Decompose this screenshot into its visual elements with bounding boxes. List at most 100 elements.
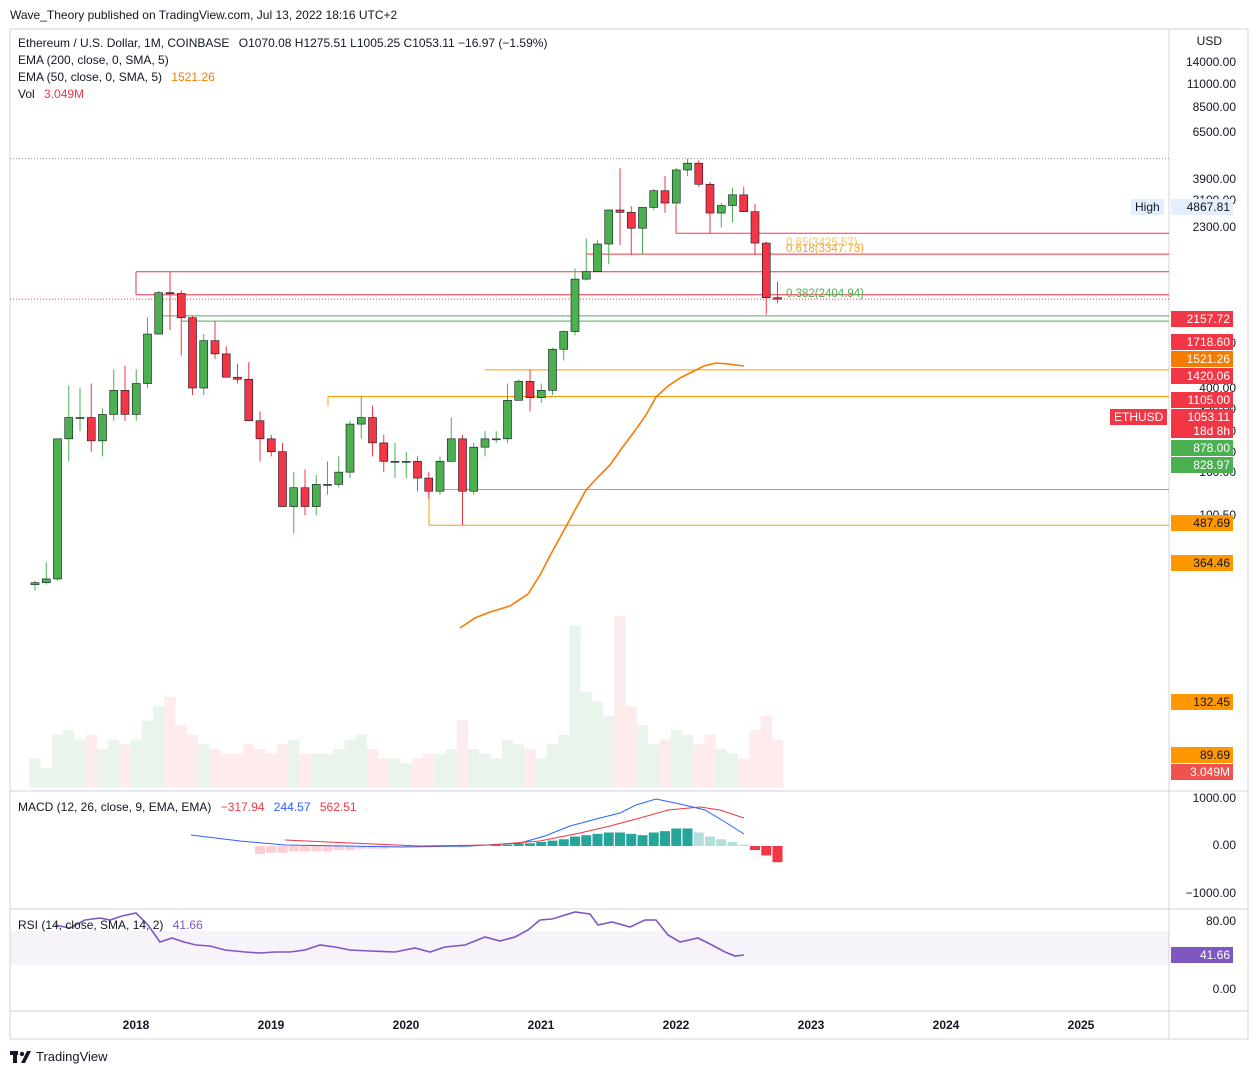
candle xyxy=(221,346,231,378)
macd-histogram-bar xyxy=(727,841,738,846)
candle xyxy=(131,369,141,421)
candle-body xyxy=(98,414,107,442)
volume-bar xyxy=(63,730,75,787)
volume-bar xyxy=(726,753,739,787)
macd-histogram-bar xyxy=(615,832,625,846)
volume-bar xyxy=(771,739,784,787)
candle-body xyxy=(221,353,231,378)
candle-body xyxy=(379,442,389,462)
volume-bar xyxy=(119,744,131,787)
candle-body xyxy=(131,383,141,415)
volume-bar xyxy=(715,749,727,787)
candle-body xyxy=(210,340,220,355)
tradingview-logo[interactable]: TradingView xyxy=(10,1049,108,1064)
rsi-legend[interactable]: RSI (14, close, SMA, 14, 2) 41.66 xyxy=(18,918,203,932)
candle-body xyxy=(109,390,119,415)
time-label-2024: 2024 xyxy=(932,1018,960,1032)
macd-histogram-bar xyxy=(367,846,378,849)
candle xyxy=(728,187,737,223)
last-price-tag: 1053.11 xyxy=(1171,409,1233,425)
macd-histogram-bar xyxy=(570,836,580,846)
rsi-band xyxy=(10,931,1169,965)
candle xyxy=(413,456,422,492)
candle-body xyxy=(86,417,96,442)
volume-bar xyxy=(580,692,592,787)
countdown-tag: 18d 8h xyxy=(1171,423,1233,438)
candle-body xyxy=(480,438,490,448)
macd-histogram-bar xyxy=(536,841,547,846)
volume-bar xyxy=(299,753,311,787)
price-tag-89: 89.69 xyxy=(1171,747,1233,763)
macd-signal-line xyxy=(284,806,745,847)
candle xyxy=(401,451,411,479)
candle-body xyxy=(581,271,591,280)
candle xyxy=(244,362,254,422)
price-tag-487: 487.69 xyxy=(1171,515,1233,531)
publisher-header: Wave_Theory published on TradingView.com… xyxy=(10,8,398,22)
volume-bar xyxy=(636,725,649,787)
volume-bar xyxy=(704,734,716,787)
vol-value: 3.049M xyxy=(44,87,85,101)
candle xyxy=(671,167,681,207)
volume-bar xyxy=(40,768,52,787)
macd-histogram-bar xyxy=(648,832,659,846)
volume-bar xyxy=(681,734,694,787)
ema50-line xyxy=(459,362,745,629)
candle-body xyxy=(154,292,164,335)
ohlc-values: O1070.08 H1275.51 L1005.25 C1053.11 −16.… xyxy=(238,36,548,50)
macd-histogram-bar xyxy=(502,844,513,846)
price-axis-label: 400.00 xyxy=(1199,381,1236,396)
macd-histogram-bar xyxy=(288,846,299,852)
macd-histogram-bar xyxy=(592,833,603,846)
candle xyxy=(109,369,119,421)
candle-body xyxy=(728,194,737,206)
candle-body xyxy=(120,390,130,415)
legend-ema200[interactable]: EMA (200, close, 0, SMA, 5) xyxy=(18,53,169,67)
candle xyxy=(311,475,321,516)
candle-body xyxy=(671,169,681,204)
time-label-2023: 2023 xyxy=(797,1018,825,1032)
volume-bar xyxy=(74,739,86,787)
ema50-label: EMA (50, close, 0, SMA, 5) xyxy=(18,70,163,84)
horizontal-levels xyxy=(10,158,1169,526)
macd-legend[interactable]: MACD (12, 26, close, 9, EMA, EMA) −317.9… xyxy=(18,800,357,814)
candle xyxy=(705,182,715,234)
candle xyxy=(660,175,670,213)
volume-bar xyxy=(186,734,199,787)
candle xyxy=(278,442,287,507)
candle-body xyxy=(368,417,377,444)
volume-bar xyxy=(130,739,142,787)
candle xyxy=(323,461,332,495)
candle-body xyxy=(593,243,602,272)
candle-body xyxy=(345,423,355,473)
candle-body xyxy=(503,399,512,440)
volume-bar xyxy=(456,720,469,787)
legend-volume[interactable]: Vol 3.049M xyxy=(18,87,84,101)
candle-body xyxy=(739,194,749,212)
candle xyxy=(64,385,74,462)
candle-body xyxy=(570,278,580,332)
candle xyxy=(480,431,490,457)
macd-histogram-bar xyxy=(356,846,367,849)
volume-bar xyxy=(209,749,221,787)
volume-bar xyxy=(51,734,64,787)
candle xyxy=(593,240,602,272)
candle xyxy=(750,203,760,256)
volume-bar xyxy=(400,763,412,787)
volume-bar xyxy=(108,739,120,787)
high-label: High xyxy=(1131,199,1164,215)
price-axis-label: 3900.00 xyxy=(1192,171,1236,186)
candle-body xyxy=(401,461,411,463)
candle xyxy=(300,469,310,516)
candle-body xyxy=(435,461,445,492)
volume-bar xyxy=(389,758,401,787)
candle xyxy=(30,580,40,591)
legend-ema50[interactable]: EMA (50, close, 0, SMA, 5) 1521.26 xyxy=(18,70,215,84)
volume-bar xyxy=(265,753,277,787)
macd-axis-minus1000: −1000.00 xyxy=(1185,886,1236,900)
macd-histogram-bar xyxy=(705,836,715,846)
macd-histogram-bar xyxy=(693,832,704,846)
macd-axis-0: 0.00 xyxy=(1212,838,1236,852)
macd-signal-value: 562.51 xyxy=(319,800,357,814)
